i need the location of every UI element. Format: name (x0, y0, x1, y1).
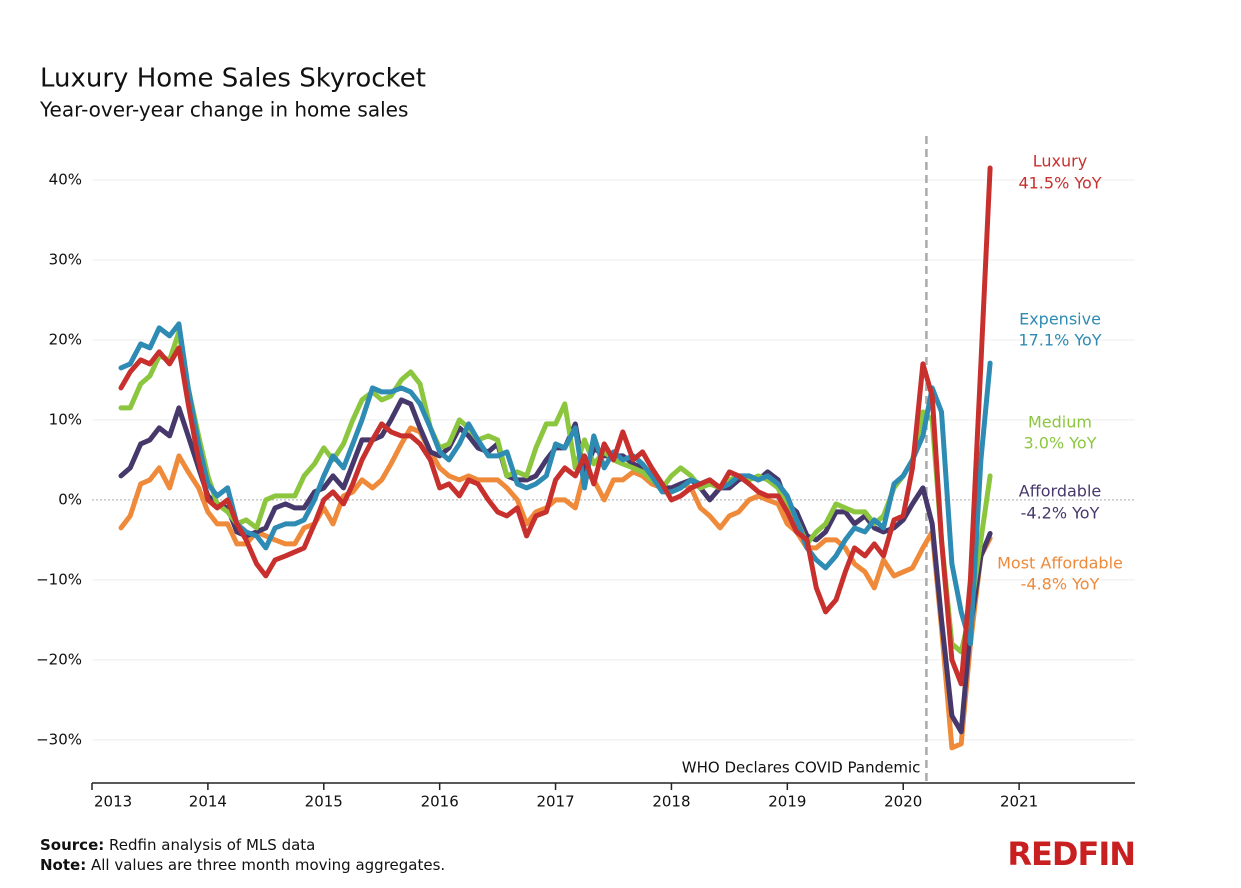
series-name: Luxury (1033, 152, 1087, 171)
x-tick-label: 2021 (1000, 793, 1038, 811)
x-tick-label: 2014 (189, 793, 227, 811)
series-end-label: 17.1% YoY (1018, 331, 1101, 350)
x-tick-label: 2016 (421, 793, 459, 811)
series-name: Medium (1028, 413, 1092, 432)
note-label: Note: (40, 856, 86, 874)
series-name: Affordable (1019, 482, 1101, 501)
series-line (118, 329, 993, 655)
x-tick-label: 2017 (536, 793, 574, 811)
annotation-text: WHO Declares COVID Pandemic (682, 759, 921, 777)
series-name: Expensive (1019, 310, 1101, 329)
series-line (118, 165, 993, 687)
x-tick-label: 2020 (884, 793, 922, 811)
source: Source: Redfin analysis of MLS data (40, 836, 315, 854)
y-tick-label: 0% (58, 490, 82, 508)
y-tick-label: −30% (36, 730, 82, 748)
x-tick-label: 2019 (768, 793, 806, 811)
y-tick-label: 20% (49, 330, 82, 348)
series-end-label: 3.0% YoY (1024, 434, 1097, 453)
series-line (118, 321, 993, 647)
x-tick-label: 2013 (94, 793, 132, 811)
y-tick-label: 10% (49, 410, 82, 428)
source-text: Redfin analysis of MLS data (109, 836, 315, 854)
source-label: Source: (40, 836, 104, 854)
series-line (118, 425, 993, 751)
note: Note: All values are three month moving … (40, 856, 445, 874)
chart-title: Luxury Home Sales Skyrocket (40, 64, 426, 94)
y-tick-label: −20% (36, 650, 82, 668)
x-tick-label: 2018 (652, 793, 690, 811)
series-end-label: 41.5% YoY (1018, 174, 1101, 193)
y-tick-label: 30% (49, 250, 82, 268)
series-end-label: -4.8% YoY (1021, 575, 1100, 594)
note-text: All values are three month moving aggreg… (91, 856, 445, 874)
y-tick-label: 40% (49, 170, 82, 188)
logo: REDFIN (1007, 835, 1135, 873)
series-name: Most Affordable (997, 554, 1123, 573)
series-end-label: -4.2% YoY (1021, 504, 1100, 523)
chart-subtitle: Year-over-year change in home sales (39, 98, 408, 122)
x-tick-label: 2015 (305, 793, 343, 811)
y-tick-label: −10% (36, 570, 82, 588)
